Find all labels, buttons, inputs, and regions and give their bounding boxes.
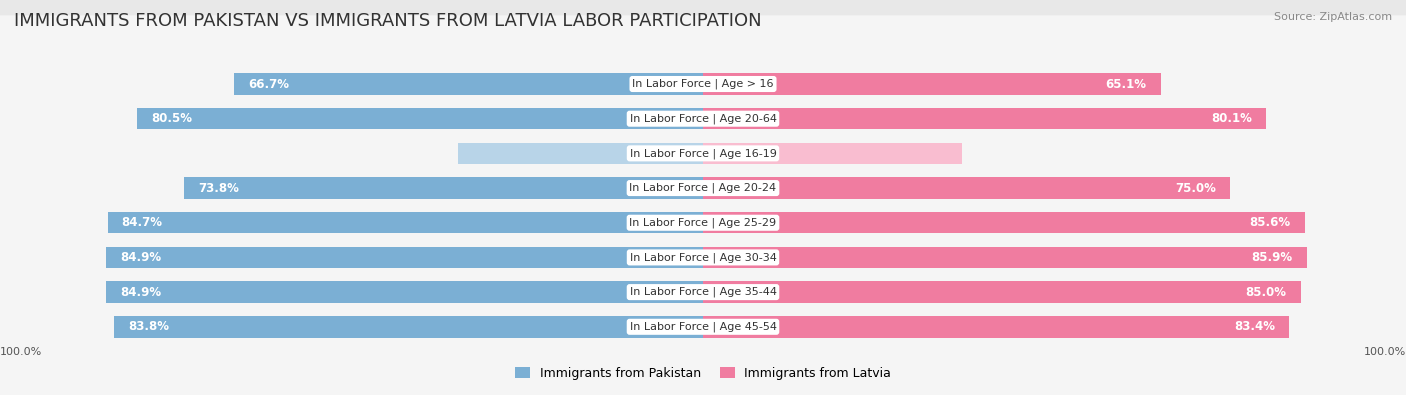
FancyBboxPatch shape <box>0 189 1406 326</box>
Text: Source: ZipAtlas.com: Source: ZipAtlas.com <box>1274 12 1392 22</box>
FancyBboxPatch shape <box>0 50 1406 187</box>
FancyBboxPatch shape <box>0 119 1406 257</box>
Bar <box>703 73 1161 95</box>
Text: 36.8%: 36.8% <box>717 147 758 160</box>
Bar <box>105 281 703 303</box>
Text: 84.9%: 84.9% <box>120 286 162 299</box>
Bar <box>703 108 1267 130</box>
Bar <box>184 177 703 199</box>
Text: 100.0%: 100.0% <box>1364 347 1406 357</box>
Bar <box>703 177 1230 199</box>
FancyBboxPatch shape <box>0 154 1406 292</box>
Text: 80.5%: 80.5% <box>152 112 193 125</box>
Text: 75.0%: 75.0% <box>1175 182 1216 195</box>
FancyBboxPatch shape <box>0 15 1406 153</box>
Legend: Immigrants from Pakistan, Immigrants from Latvia: Immigrants from Pakistan, Immigrants fro… <box>509 362 897 385</box>
Text: 85.6%: 85.6% <box>1250 216 1291 229</box>
Text: 83.4%: 83.4% <box>1234 320 1275 333</box>
Bar <box>138 108 703 130</box>
Text: 73.8%: 73.8% <box>198 182 239 195</box>
Text: In Labor Force | Age > 16: In Labor Force | Age > 16 <box>633 79 773 89</box>
Text: In Labor Force | Age 20-24: In Labor Force | Age 20-24 <box>630 183 776 193</box>
Bar <box>703 316 1289 338</box>
Text: In Labor Force | Age 35-44: In Labor Force | Age 35-44 <box>630 287 776 297</box>
Text: 80.1%: 80.1% <box>1211 112 1253 125</box>
Bar <box>703 281 1301 303</box>
Bar <box>458 143 703 164</box>
Text: 66.7%: 66.7% <box>247 77 290 90</box>
Text: 83.8%: 83.8% <box>128 320 169 333</box>
Text: 84.7%: 84.7% <box>121 216 163 229</box>
FancyBboxPatch shape <box>0 224 1406 361</box>
Bar <box>703 143 962 164</box>
Bar <box>105 246 703 268</box>
Text: 100.0%: 100.0% <box>0 347 42 357</box>
Bar <box>703 246 1308 268</box>
Text: 34.8%: 34.8% <box>648 147 689 160</box>
Text: In Labor Force | Age 45-54: In Labor Force | Age 45-54 <box>630 322 776 332</box>
FancyBboxPatch shape <box>0 258 1406 395</box>
Bar <box>107 212 703 233</box>
Text: In Labor Force | Age 30-34: In Labor Force | Age 30-34 <box>630 252 776 263</box>
Text: 85.0%: 85.0% <box>1246 286 1286 299</box>
Text: In Labor Force | Age 20-64: In Labor Force | Age 20-64 <box>630 113 776 124</box>
FancyBboxPatch shape <box>0 85 1406 222</box>
Bar <box>233 73 703 95</box>
Text: 84.9%: 84.9% <box>120 251 162 264</box>
Text: 85.9%: 85.9% <box>1251 251 1294 264</box>
Bar <box>703 212 1305 233</box>
Text: In Labor Force | Age 16-19: In Labor Force | Age 16-19 <box>630 148 776 159</box>
Text: IMMIGRANTS FROM PAKISTAN VS IMMIGRANTS FROM LATVIA LABOR PARTICIPATION: IMMIGRANTS FROM PAKISTAN VS IMMIGRANTS F… <box>14 12 762 30</box>
Text: 65.1%: 65.1% <box>1105 77 1146 90</box>
Bar <box>114 316 703 338</box>
Text: In Labor Force | Age 25-29: In Labor Force | Age 25-29 <box>630 218 776 228</box>
